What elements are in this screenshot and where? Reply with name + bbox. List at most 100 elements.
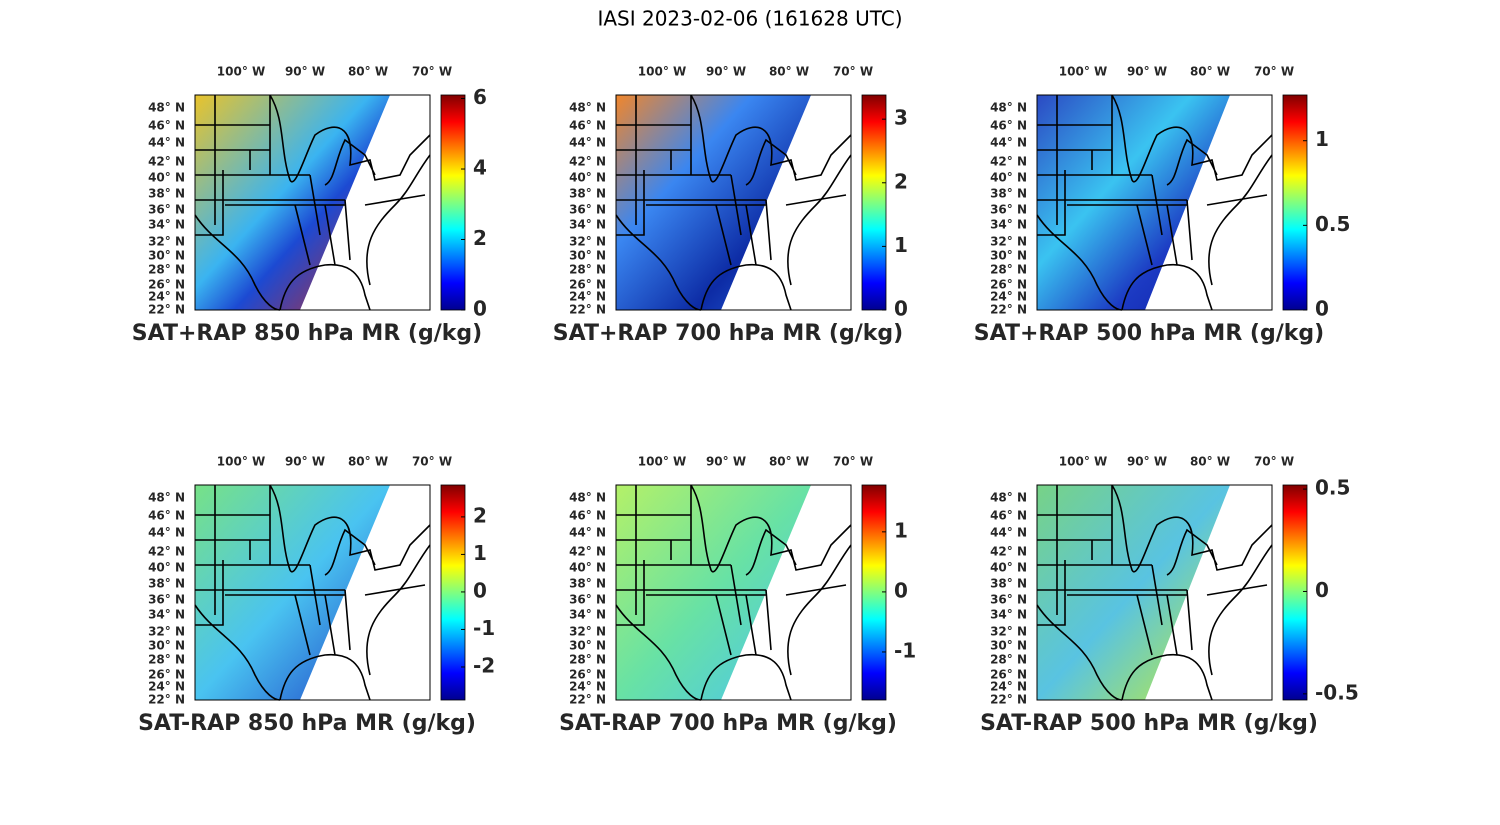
lat-label: 46° N bbox=[990, 509, 1027, 523]
lat-label: 38° N bbox=[569, 187, 606, 201]
lat-label: 42° N bbox=[990, 155, 1027, 169]
lat-label: 44° N bbox=[148, 136, 185, 150]
state-borders bbox=[195, 484, 431, 656]
lat-label: 46° N bbox=[569, 509, 606, 523]
lat-label: 44° N bbox=[569, 526, 606, 540]
lon-label: 80° W bbox=[1190, 65, 1230, 79]
colorbar-tick-label: 0 bbox=[473, 297, 487, 321]
lat-label: 36° N bbox=[569, 593, 606, 607]
lon-label: 90° W bbox=[285, 455, 325, 469]
lat-label: 38° N bbox=[990, 187, 1027, 201]
lat-label: 34° N bbox=[569, 218, 606, 232]
lat-label: 48° N bbox=[990, 101, 1027, 115]
lat-label: 22° N bbox=[569, 303, 606, 317]
lat-label: 28° N bbox=[569, 653, 606, 667]
lat-label: 30° N bbox=[148, 249, 185, 263]
lat-label: 42° N bbox=[569, 545, 606, 559]
lat-label: 26° N bbox=[990, 278, 1027, 292]
lon-label: 80° W bbox=[769, 65, 809, 79]
lat-label: 48° N bbox=[569, 101, 606, 115]
colorbar-tick-label: 1 bbox=[1315, 127, 1329, 151]
map-border bbox=[194, 94, 431, 311]
lat-label: 38° N bbox=[148, 187, 185, 201]
lat-label: 30° N bbox=[990, 249, 1027, 263]
lat-label: 38° N bbox=[148, 577, 185, 591]
lon-label: 90° W bbox=[706, 65, 746, 79]
lon-label: 100° W bbox=[638, 455, 686, 469]
lon-label: 100° W bbox=[1059, 455, 1107, 469]
colorbar-tick-label: 0 bbox=[473, 578, 487, 602]
lat-label: 22° N bbox=[148, 693, 185, 707]
coastline bbox=[194, 544, 431, 701]
lon-label: 90° W bbox=[285, 65, 325, 79]
colorbar-tick-label: 2 bbox=[473, 226, 487, 250]
lat-label: 42° N bbox=[148, 545, 185, 559]
lon-label: 90° W bbox=[1127, 455, 1167, 469]
coastline bbox=[1036, 154, 1273, 311]
colorbar bbox=[1282, 94, 1308, 311]
lat-label: 26° N bbox=[990, 668, 1027, 682]
lat-label: 42° N bbox=[148, 155, 185, 169]
state-borders bbox=[616, 484, 852, 656]
panel-caption: SAT-RAP 500 hPa MR (g/kg) bbox=[980, 711, 1318, 736]
lon-label: 70° W bbox=[833, 455, 873, 469]
lat-label: 28° N bbox=[569, 263, 606, 277]
map-panel bbox=[194, 94, 431, 311]
lat-label: 28° N bbox=[990, 263, 1027, 277]
lat-label: 40° N bbox=[569, 561, 606, 575]
lat-label: 40° N bbox=[148, 171, 185, 185]
map-border bbox=[615, 94, 852, 311]
lat-label: 32° N bbox=[990, 235, 1027, 249]
lat-label: 30° N bbox=[990, 639, 1027, 653]
lat-label: 36° N bbox=[148, 203, 185, 217]
lon-label: 90° W bbox=[1127, 65, 1167, 79]
lat-label: 46° N bbox=[990, 119, 1027, 133]
lat-label: 48° N bbox=[990, 491, 1027, 505]
lat-label: 32° N bbox=[148, 235, 185, 249]
lat-label: 26° N bbox=[569, 668, 606, 682]
lat-label: 24° N bbox=[148, 290, 185, 304]
lat-label: 40° N bbox=[148, 561, 185, 575]
map-panel bbox=[615, 94, 852, 311]
lat-label: 22° N bbox=[990, 693, 1027, 707]
lon-label: 70° W bbox=[1254, 455, 1294, 469]
colorbar-tick-label: 0 bbox=[894, 578, 908, 602]
lon-label: 80° W bbox=[348, 455, 388, 469]
lon-label: 70° W bbox=[1254, 65, 1294, 79]
colorbar-tick-label: 4 bbox=[473, 156, 487, 180]
state-borders bbox=[1037, 94, 1273, 266]
panel-caption: SAT+RAP 700 hPa MR (g/kg) bbox=[553, 321, 903, 346]
lat-label: 32° N bbox=[569, 625, 606, 639]
satellite-swath bbox=[1037, 485, 1230, 700]
lat-label: 30° N bbox=[148, 639, 185, 653]
lat-label: 44° N bbox=[148, 526, 185, 540]
colorbar-tick-label: 0.5 bbox=[1315, 476, 1350, 500]
lat-label: 48° N bbox=[148, 101, 185, 115]
colorbar-tick-label: 0 bbox=[1315, 297, 1329, 321]
lat-label: 24° N bbox=[990, 290, 1027, 304]
colorbar-tick-label: -1 bbox=[894, 638, 916, 662]
state-borders bbox=[1037, 484, 1273, 656]
lat-label: 44° N bbox=[569, 136, 606, 150]
map-panel bbox=[615, 484, 852, 701]
lat-label: 22° N bbox=[990, 303, 1027, 317]
colorbar-tick-label: 1 bbox=[473, 541, 487, 565]
colorbar bbox=[1282, 484, 1308, 701]
lat-label: 40° N bbox=[569, 171, 606, 185]
lat-label: 26° N bbox=[148, 278, 185, 292]
colorbar bbox=[861, 484, 887, 701]
lat-label: 28° N bbox=[990, 653, 1027, 667]
colorbar-tick-label: -2 bbox=[473, 653, 495, 677]
lat-label: 22° N bbox=[569, 693, 606, 707]
lat-label: 26° N bbox=[148, 668, 185, 682]
lon-label: 90° W bbox=[706, 455, 746, 469]
lon-label: 80° W bbox=[1190, 455, 1230, 469]
coastline bbox=[615, 154, 852, 311]
lon-label: 70° W bbox=[412, 455, 452, 469]
lat-label: 40° N bbox=[990, 561, 1027, 575]
lat-label: 28° N bbox=[148, 263, 185, 277]
lat-label: 42° N bbox=[990, 545, 1027, 559]
lat-label: 24° N bbox=[990, 680, 1027, 694]
